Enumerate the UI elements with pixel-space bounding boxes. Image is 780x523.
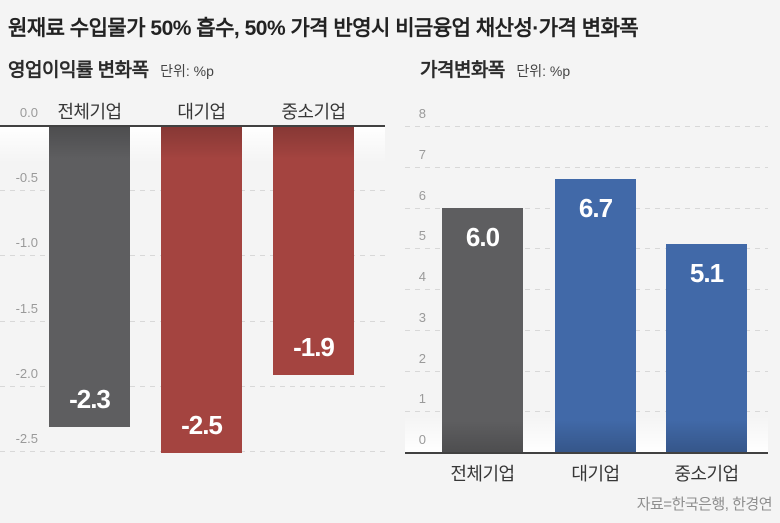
bar-value-label: 5.1 [689,258,724,288]
bar-value-label: -2.3 [69,384,111,414]
y-tick-label: 0.0 [19,105,38,120]
category-label: 중소기업 [674,464,739,484]
category-label: 전체기업 [57,102,122,122]
right-chart-unit-label: 단위: %p [516,63,571,79]
gridline [405,126,768,127]
bar-value-label: 6.7 [578,193,613,223]
y-tick-label: 3 [418,310,426,325]
right-chart-title: 가격변화폭 [420,60,505,81]
bar: 6.0 [442,208,523,453]
right-chart-subtitle: 가격변화폭 단위: %p [420,55,570,82]
y-tick-label: 5 [418,228,426,243]
y-tick-label: 4 [418,269,426,284]
y-tick-label: -2.5 [15,431,38,446]
y-tick-label: -1.0 [15,235,38,250]
bar-value-label: -2.5 [181,410,223,440]
y-tick-label: 6 [418,188,426,203]
gridline [405,167,768,168]
y-tick-label: -1.5 [15,301,38,316]
y-tick-label: -0.5 [15,170,38,185]
category-label: 대기업 [177,102,226,122]
category-label: 대기업 [571,464,620,484]
y-tick-label: 0 [418,432,426,447]
bar-value-label: 6.0 [465,222,500,252]
y-tick-label: 7 [418,147,426,162]
y-tick-label: 8 [418,106,426,121]
category-label: 중소기업 [281,102,346,122]
bar-value-label: -1.9 [293,332,335,362]
bar: 6.7 [555,179,636,452]
figure-title: 원재료 수입물가 50% 흡수, 50% 가격 반영시 비금융업 채산성·가격 … [8,17,639,40]
left-chart-title: 영업이익률 변화폭 [8,60,149,81]
axis-baseline [405,452,768,454]
left-chart-subtitle: 영업이익률 변화폭 단위: %p [8,55,214,82]
zero-axis-line [0,125,385,127]
y-tick-label: 2 [418,351,426,366]
bar: -2.5 [161,127,242,453]
left-chart-unit-label: 단위: %p [160,63,214,79]
bar: 5.1 [666,244,747,452]
bar: -2.3 [49,127,130,427]
category-label: 전체기업 [450,464,515,484]
y-tick-label: 1 [418,391,426,406]
bar: -1.9 [273,127,354,375]
y-tick-label: -2.0 [15,366,38,381]
source-credit: 자료=한국은행, 한경연 [636,496,773,513]
